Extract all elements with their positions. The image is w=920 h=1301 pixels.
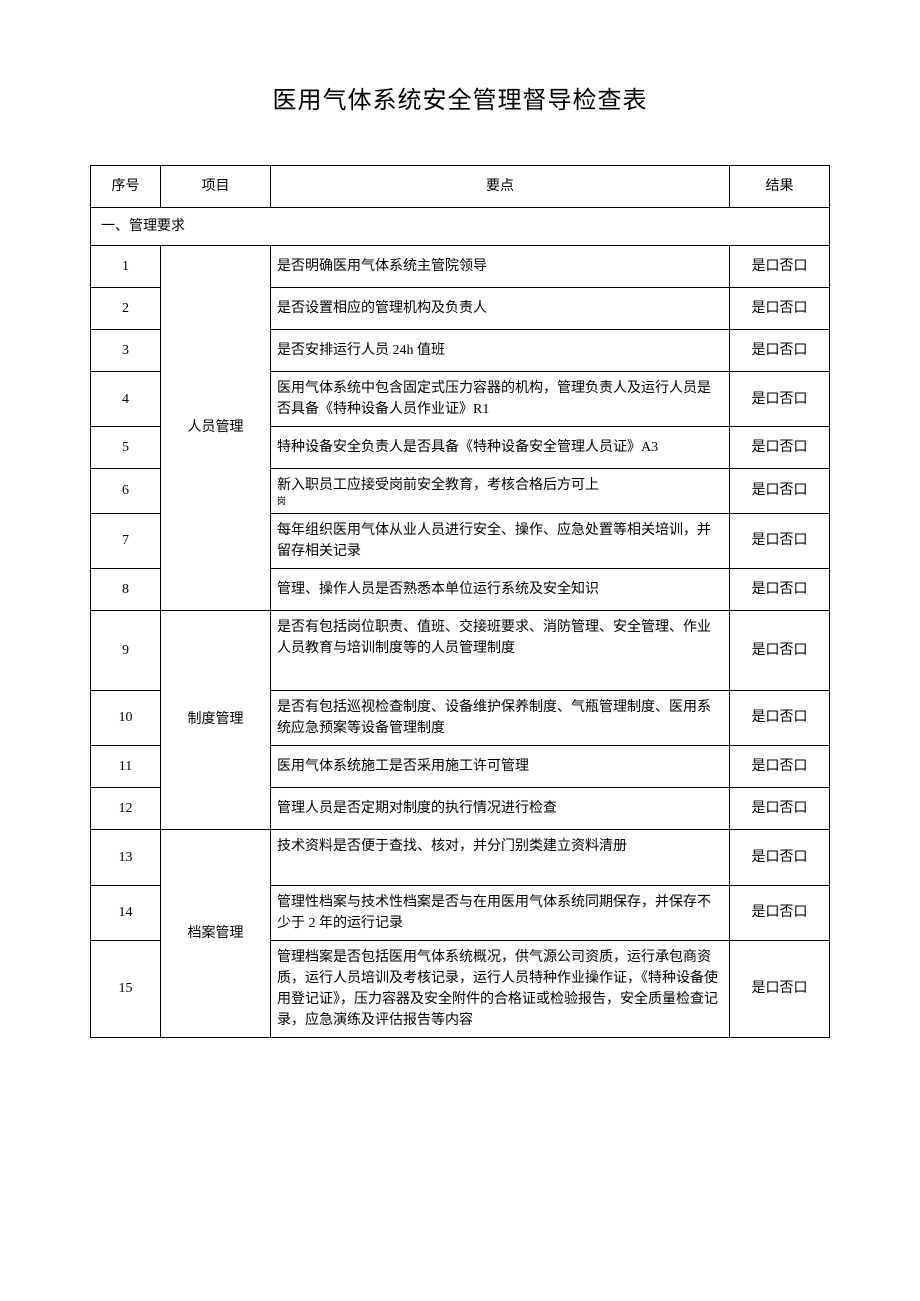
inspection-table: 序号 项目 要点 结果 一、管理要求 1 人员管理 是否明确医用气体系统主管院领…: [90, 165, 830, 1038]
cell-num: 1: [91, 246, 161, 288]
cell-proj-personnel: 人员管理: [161, 246, 271, 611]
cell-result: 是口否口: [730, 885, 830, 940]
cell-result: 是口否口: [730, 829, 830, 885]
cell-num: 9: [91, 610, 161, 690]
section-heading: 一、管理要求: [91, 208, 830, 246]
cell-result: 是口否口: [730, 372, 830, 427]
cell-point: 管理档案是否包括医用气体系统概况，供气源公司资质，运行承包商资质，运行人员培训及…: [271, 940, 730, 1037]
cell-num: 14: [91, 885, 161, 940]
header-proj: 项目: [161, 166, 271, 208]
cell-point-note: 岗: [277, 496, 723, 507]
cell-point: 是否明确医用气体系统主管院领导: [271, 246, 730, 288]
cell-num: 3: [91, 330, 161, 372]
cell-proj-system: 制度管理: [161, 610, 271, 829]
cell-result: 是口否口: [730, 427, 830, 469]
cell-point: 医用气体系统施工是否采用施工许可管理: [271, 745, 730, 787]
section-row: 一、管理要求: [91, 208, 830, 246]
cell-num: 11: [91, 745, 161, 787]
cell-point: 技术资料是否便于查找、核对，并分门别类建立资料清册: [271, 829, 730, 885]
cell-point: 是否设置相应的管理机构及负责人: [271, 288, 730, 330]
cell-proj-archive: 档案管理: [161, 829, 271, 1037]
cell-num: 8: [91, 568, 161, 610]
cell-num: 4: [91, 372, 161, 427]
cell-num: 5: [91, 427, 161, 469]
cell-result: 是口否口: [730, 330, 830, 372]
cell-point: 是否安排运行人员 24h 值班: [271, 330, 730, 372]
cell-result: 是口否口: [730, 469, 830, 514]
cell-num: 13: [91, 829, 161, 885]
cell-point: 是否有包括巡视检查制度、设备维护保养制度、气瓶管理制度、医用系统应急预案等设备管…: [271, 690, 730, 745]
header-row: 序号 项目 要点 结果: [91, 166, 830, 208]
cell-num: 12: [91, 787, 161, 829]
cell-num: 15: [91, 940, 161, 1037]
page-title: 医用气体系统安全管理督导检查表: [90, 80, 830, 115]
cell-point: 医用气体系统中包含固定式压力容器的机构，管理负责人及运行人员是否具备《特种设备人…: [271, 372, 730, 427]
cell-point: 管理性档案与技术性档案是否与在用医用气体系统同期保存，并保存不少于 2 年的运行…: [271, 885, 730, 940]
cell-result: 是口否口: [730, 690, 830, 745]
cell-result: 是口否口: [730, 513, 830, 568]
table-row: 1 人员管理 是否明确医用气体系统主管院领导 是口否口: [91, 246, 830, 288]
header-point: 要点: [271, 166, 730, 208]
cell-result: 是口否口: [730, 246, 830, 288]
cell-point: 特种设备安全负责人是否具备《特种设备安全管理人员证》A3: [271, 427, 730, 469]
table-row: 13 档案管理 技术资料是否便于查找、核对，并分门别类建立资料清册 是口否口: [91, 829, 830, 885]
header-result: 结果: [730, 166, 830, 208]
cell-num: 2: [91, 288, 161, 330]
cell-result: 是口否口: [730, 288, 830, 330]
cell-point-text: 新入职员工应接受岗前安全教育，考核合格后方可上: [277, 478, 599, 493]
cell-point: 管理人员是否定期对制度的执行情况进行检查: [271, 787, 730, 829]
cell-result: 是口否口: [730, 940, 830, 1037]
cell-point: 每年组织医用气体从业人员进行安全、操作、应急处置等相关培训，并留存相关记录: [271, 513, 730, 568]
cell-result: 是口否口: [730, 610, 830, 690]
cell-num: 6: [91, 469, 161, 514]
cell-result: 是口否口: [730, 745, 830, 787]
cell-point: 管理、操作人员是否熟悉本单位运行系统及安全知识: [271, 568, 730, 610]
cell-result: 是口否口: [730, 787, 830, 829]
cell-num: 7: [91, 513, 161, 568]
cell-point: 是否有包括岗位职责、值班、交接班要求、消防管理、安全管理、作业人员教育与培训制度…: [271, 610, 730, 690]
table-row: 9 制度管理 是否有包括岗位职责、值班、交接班要求、消防管理、安全管理、作业人员…: [91, 610, 830, 690]
cell-point: 新入职员工应接受岗前安全教育，考核合格后方可上 岗: [271, 469, 730, 514]
cell-result: 是口否口: [730, 568, 830, 610]
cell-num: 10: [91, 690, 161, 745]
header-num: 序号: [91, 166, 161, 208]
